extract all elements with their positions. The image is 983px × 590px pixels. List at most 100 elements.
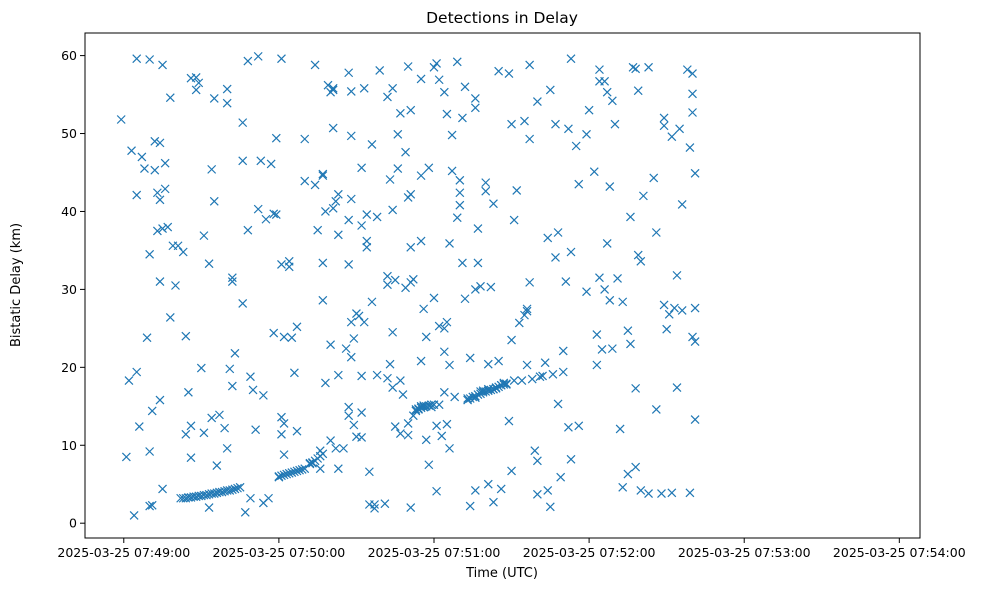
data-point xyxy=(623,469,633,479)
data-point xyxy=(289,368,299,378)
data-point xyxy=(277,54,286,64)
plot-frame xyxy=(84,32,921,539)
data-point xyxy=(628,62,638,72)
data-point xyxy=(605,182,615,191)
data-point xyxy=(411,406,421,416)
data-point xyxy=(649,173,659,183)
data-point xyxy=(315,464,325,474)
data-point xyxy=(395,108,405,118)
data-point xyxy=(602,238,612,248)
data-point xyxy=(489,384,498,394)
data-point xyxy=(320,378,330,388)
data-point xyxy=(688,89,697,99)
data-point xyxy=(292,466,302,476)
data-point xyxy=(158,484,167,494)
data-point xyxy=(163,222,173,232)
data-point xyxy=(295,465,304,475)
data-point xyxy=(626,339,635,349)
data-point xyxy=(271,133,281,143)
data-point xyxy=(406,503,416,513)
data-point xyxy=(455,188,465,198)
data-point xyxy=(618,482,628,492)
data-point xyxy=(346,194,356,204)
data-point xyxy=(313,225,323,235)
data-point xyxy=(238,118,248,128)
data-point xyxy=(326,436,336,446)
data-point xyxy=(432,421,442,431)
data-point xyxy=(421,332,431,342)
data-point xyxy=(370,503,379,513)
data-point xyxy=(450,392,460,402)
data-point xyxy=(383,92,392,102)
data-point xyxy=(362,236,372,246)
data-point xyxy=(470,103,480,113)
data-point xyxy=(225,364,235,374)
data-point xyxy=(271,210,281,220)
data-point xyxy=(186,421,196,431)
data-point xyxy=(439,387,449,397)
data-point xyxy=(367,297,377,307)
data-point xyxy=(651,228,661,237)
data-point xyxy=(545,502,555,512)
data-point xyxy=(416,236,426,246)
data-point xyxy=(191,85,201,95)
data-point xyxy=(426,400,436,410)
data-point xyxy=(468,392,478,402)
data-point xyxy=(452,57,462,67)
data-point xyxy=(543,486,553,495)
data-point xyxy=(688,108,697,117)
x-axis: 2025-03-25 07:49:00 2025-03-25 07:50:00 20… xyxy=(57,538,966,560)
data-point xyxy=(563,124,573,134)
data-point xyxy=(465,394,475,403)
data-point xyxy=(292,322,302,332)
data-point xyxy=(142,333,152,343)
data-point xyxy=(553,228,563,237)
data-point xyxy=(669,303,679,313)
data-point xyxy=(227,381,237,391)
data-point xyxy=(437,431,447,441)
data-point xyxy=(509,376,519,386)
data-point xyxy=(483,359,493,369)
data-point xyxy=(243,56,253,66)
x-tick-label: 2025-03-25 07:54:00 xyxy=(833,545,966,560)
data-point xyxy=(132,367,142,377)
data-point xyxy=(333,189,343,199)
data-point xyxy=(408,274,418,284)
data-point xyxy=(359,83,369,93)
data-point xyxy=(543,233,553,243)
data-point xyxy=(240,507,250,517)
data-point xyxy=(439,347,449,357)
data-point xyxy=(287,468,297,477)
data-point xyxy=(403,419,413,428)
data-point xyxy=(486,385,496,395)
data-point xyxy=(481,186,491,196)
data-point xyxy=(344,402,354,412)
data-point xyxy=(672,270,682,280)
data-point xyxy=(233,483,242,493)
data-point xyxy=(501,379,511,389)
data-point xyxy=(595,273,604,283)
data-point xyxy=(636,486,646,495)
data-point xyxy=(181,331,191,341)
data-point xyxy=(155,395,165,405)
data-point xyxy=(566,247,576,257)
data-point xyxy=(592,360,602,370)
data-point xyxy=(419,304,429,314)
data-point xyxy=(147,406,157,416)
data-point xyxy=(476,281,485,291)
data-point xyxy=(445,443,454,453)
data-point xyxy=(476,389,485,399)
data-point xyxy=(442,109,452,119)
data-point xyxy=(613,274,622,283)
data-point xyxy=(556,472,566,482)
data-point xyxy=(388,83,398,93)
data-point xyxy=(370,500,379,509)
data-point xyxy=(470,391,480,401)
data-point xyxy=(326,340,336,350)
data-point xyxy=(589,167,599,177)
data-point xyxy=(277,471,286,481)
data-point xyxy=(553,399,563,409)
data-point xyxy=(145,501,155,511)
data-point xyxy=(667,488,677,498)
